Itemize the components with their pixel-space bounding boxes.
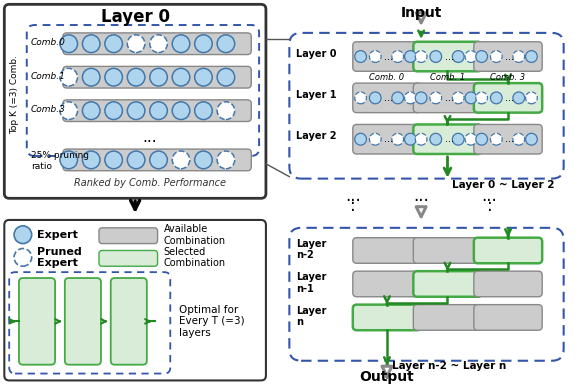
Circle shape (355, 92, 367, 104)
Circle shape (404, 133, 416, 145)
FancyBboxPatch shape (63, 66, 251, 88)
Circle shape (491, 50, 502, 62)
Text: ...: ... (505, 52, 514, 62)
Circle shape (14, 226, 32, 244)
Text: ...: ... (143, 130, 157, 145)
Circle shape (217, 151, 235, 169)
Text: ...: ... (385, 134, 393, 144)
Circle shape (525, 92, 537, 104)
Circle shape (476, 50, 488, 62)
Text: ...: ... (505, 93, 514, 103)
Circle shape (128, 68, 145, 86)
Circle shape (128, 35, 145, 53)
FancyBboxPatch shape (111, 278, 147, 365)
FancyBboxPatch shape (474, 271, 542, 297)
Circle shape (195, 151, 212, 169)
Text: Ranked by Comb. Performance: Ranked by Comb. Performance (74, 178, 226, 187)
Circle shape (195, 35, 212, 53)
FancyBboxPatch shape (474, 83, 542, 113)
Text: Pruned
Expert: Pruned Expert (37, 246, 81, 268)
Circle shape (491, 133, 502, 145)
Circle shape (14, 248, 32, 266)
Circle shape (128, 151, 145, 169)
Text: Selected
Combination: Selected Combination (164, 246, 226, 268)
FancyBboxPatch shape (414, 42, 481, 71)
FancyBboxPatch shape (27, 25, 259, 156)
Circle shape (195, 102, 212, 120)
Circle shape (392, 133, 404, 145)
Circle shape (172, 102, 190, 120)
Circle shape (513, 50, 525, 62)
FancyBboxPatch shape (9, 272, 171, 374)
Circle shape (172, 68, 190, 86)
FancyBboxPatch shape (99, 251, 158, 266)
FancyBboxPatch shape (414, 125, 481, 154)
Circle shape (465, 133, 477, 145)
Circle shape (82, 151, 100, 169)
Circle shape (465, 50, 477, 62)
FancyBboxPatch shape (63, 149, 251, 171)
Text: :: : (487, 197, 492, 215)
Circle shape (355, 50, 367, 62)
Circle shape (430, 50, 441, 62)
Text: Comb. 0: Comb. 0 (369, 73, 404, 82)
FancyBboxPatch shape (353, 125, 421, 154)
Text: ...: ... (385, 52, 393, 62)
FancyBboxPatch shape (63, 100, 251, 121)
Circle shape (525, 50, 537, 62)
Circle shape (430, 133, 441, 145)
FancyBboxPatch shape (414, 305, 481, 330)
Circle shape (82, 102, 100, 120)
Text: ...: ... (414, 187, 429, 205)
Circle shape (217, 35, 235, 53)
Text: Optimal for
Every T (=3)
layers: Optimal for Every T (=3) layers (179, 305, 245, 338)
Circle shape (150, 151, 168, 169)
Circle shape (217, 102, 235, 120)
FancyBboxPatch shape (414, 238, 481, 263)
Circle shape (60, 151, 78, 169)
Circle shape (105, 102, 122, 120)
Text: ...: ... (445, 52, 454, 62)
Text: ...: ... (505, 134, 514, 144)
Text: Layer 0 ~ Layer 2: Layer 0 ~ Layer 2 (452, 180, 555, 189)
Circle shape (513, 92, 525, 104)
Text: Comb.0: Comb.0 (31, 38, 66, 47)
Circle shape (355, 133, 367, 145)
Text: Layer 0: Layer 0 (100, 8, 169, 26)
FancyBboxPatch shape (353, 238, 421, 263)
FancyBboxPatch shape (63, 33, 251, 55)
Text: Output: Output (360, 370, 414, 384)
Circle shape (369, 133, 381, 145)
Circle shape (452, 133, 464, 145)
Circle shape (105, 68, 122, 86)
Text: ...: ... (445, 93, 454, 103)
Circle shape (415, 50, 427, 62)
Text: Comb.3: Comb.3 (31, 105, 66, 114)
Circle shape (60, 68, 78, 86)
FancyBboxPatch shape (353, 271, 421, 297)
FancyBboxPatch shape (474, 238, 542, 263)
Text: ...: ... (481, 187, 497, 205)
Text: Input: Input (400, 6, 442, 20)
Circle shape (415, 92, 427, 104)
Circle shape (150, 102, 168, 120)
Circle shape (452, 92, 464, 104)
Circle shape (172, 35, 190, 53)
Circle shape (415, 133, 427, 145)
Circle shape (369, 50, 381, 62)
Circle shape (476, 133, 488, 145)
FancyBboxPatch shape (4, 4, 266, 198)
FancyBboxPatch shape (289, 228, 564, 361)
Text: Layer
n: Layer n (296, 306, 327, 327)
Circle shape (105, 151, 122, 169)
Text: ...: ... (385, 93, 393, 103)
Circle shape (369, 92, 381, 104)
Text: 25% pruning
ratio: 25% pruning ratio (31, 151, 89, 171)
Circle shape (82, 35, 100, 53)
FancyBboxPatch shape (474, 42, 542, 71)
Text: Comb. 1: Comb. 1 (430, 73, 465, 82)
Circle shape (513, 133, 525, 145)
Text: Layer 0: Layer 0 (296, 48, 336, 59)
FancyBboxPatch shape (353, 42, 421, 71)
Text: Layer 1: Layer 1 (296, 90, 336, 100)
